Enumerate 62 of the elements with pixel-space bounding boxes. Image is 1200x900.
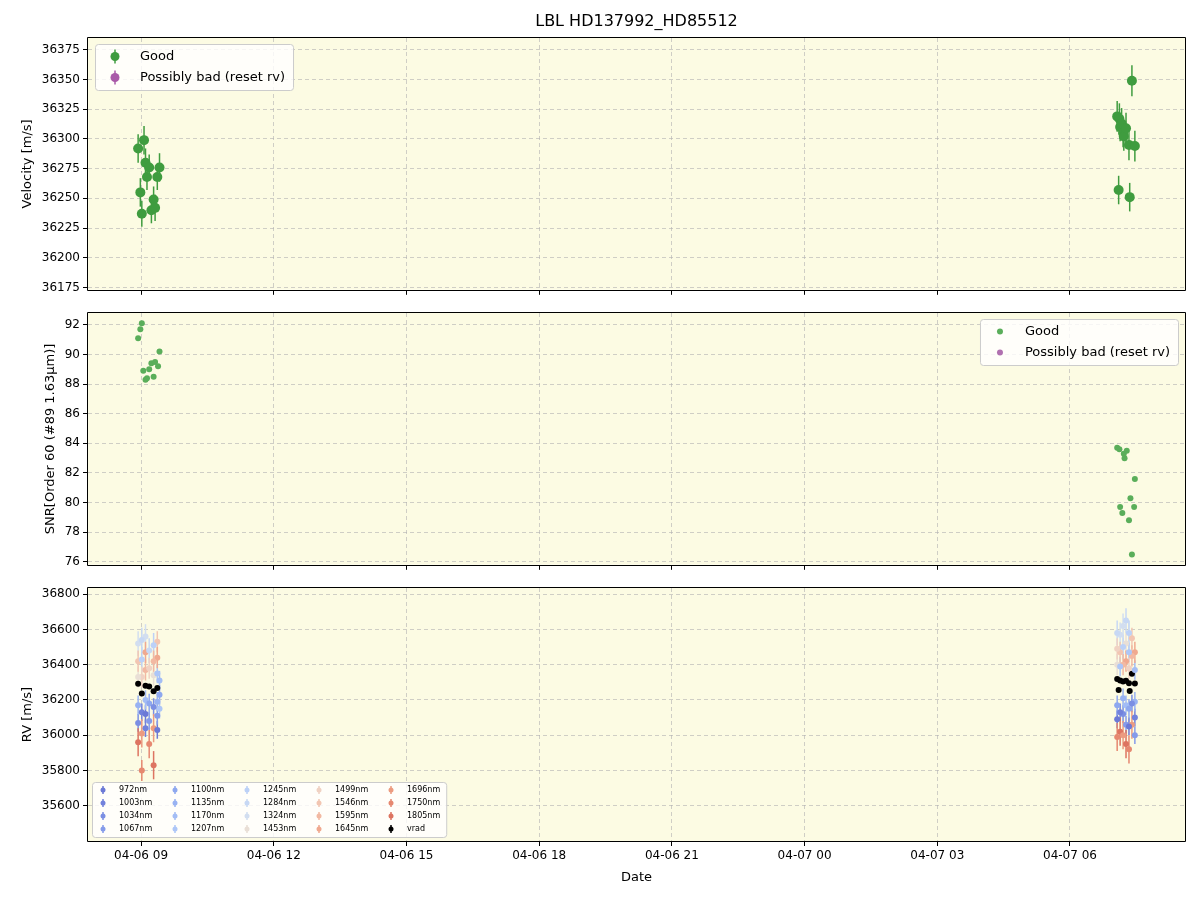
x-tick-label: 04-07 03 (910, 848, 965, 863)
legend-label: 1135nm (191, 798, 225, 808)
legend-label: vrad (407, 824, 426, 834)
y-tick-label: 36300 (41, 131, 80, 146)
legend-label: 1245nm (263, 785, 297, 795)
legend-label: 1003nm (119, 798, 153, 808)
legend-label: 1805nm (407, 811, 441, 821)
y-tick-label: 78 (64, 524, 80, 539)
y-tick-label: 36250 (41, 190, 80, 205)
x-axis-title: Date (620, 868, 653, 884)
legend-label: 1034nm (119, 811, 153, 821)
x-tick-label: 04-07 06 (1043, 848, 1097, 863)
y-tick-label: 36175 (41, 279, 80, 294)
legend-label: 1750nm (407, 798, 441, 808)
y-tick-label: 36275 (41, 160, 80, 175)
x-tick-label: 04-06 21 (644, 848, 699, 863)
y-axis-title: SNR[Order 60 (#89 1.63μm)] (42, 343, 58, 535)
y-tick-label: 36375 (41, 42, 80, 56)
legend-label: 1453nm (263, 824, 297, 834)
legend-label: Good (140, 47, 175, 63)
y-tick-label: 36000 (41, 727, 80, 742)
legend-label: 972nm (119, 785, 148, 795)
legend-label: 1595nm (335, 811, 369, 821)
chart-title: LBL HD137992_HD85512 (535, 11, 738, 32)
legend-label: 1207nm (191, 824, 225, 834)
y-tick-label: 36350 (41, 71, 80, 86)
y-tick-label: 82 (64, 465, 80, 480)
legend-label: 1645nm (335, 824, 369, 834)
y-tick-label: 36200 (41, 692, 80, 707)
x-tick-label: 04-07 00 (777, 848, 832, 863)
y-tick-label: 36400 (41, 656, 80, 671)
y-tick-label: 35600 (41, 797, 80, 812)
legend-label: Possibly bad (reset rv) (1024, 343, 1171, 359)
y-axis-title: RV [m/s] (19, 686, 35, 743)
y-axis-title: Velocity [m/s] (19, 119, 35, 209)
y-tick-label: 36800 (41, 586, 80, 601)
y-tick-label: 92 (64, 316, 80, 331)
x-tick-label: 04-06 09 (114, 848, 169, 863)
legend-label: 1499nm (335, 785, 369, 795)
legend-label: 1546nm (335, 798, 369, 808)
y-tick-label: 36600 (41, 621, 80, 636)
legend-label: 1696nm (407, 785, 441, 795)
y-tick-label: 36200 (41, 249, 80, 264)
y-tick-label: 36325 (41, 101, 80, 116)
y-tick-label: 80 (64, 494, 80, 509)
y-tick-label: 84 (64, 435, 80, 450)
y-tick-label: 36225 (41, 220, 80, 235)
y-tick-label: 35800 (41, 762, 80, 777)
legend-label: 1067nm (119, 824, 153, 834)
x-tick-label: 04-06 15 (379, 848, 434, 863)
y-tick-label: 88 (64, 376, 80, 391)
y-tick-label: 90 (64, 346, 80, 361)
x-tick-label: 04-06 12 (246, 848, 301, 863)
legend-label: 1100nm (191, 785, 225, 795)
legend-label: Good (1024, 322, 1060, 338)
legend-label: 1284nm (263, 798, 297, 808)
x-tick-label: 04-06 18 (512, 848, 567, 863)
y-tick-label: 86 (64, 405, 80, 420)
legend-label: 1170nm (191, 811, 225, 821)
y-tick-label: 76 (64, 553, 80, 568)
legend-label: 1324nm (263, 811, 297, 821)
legend-label: Possibly bad (reset rv) (140, 68, 286, 84)
